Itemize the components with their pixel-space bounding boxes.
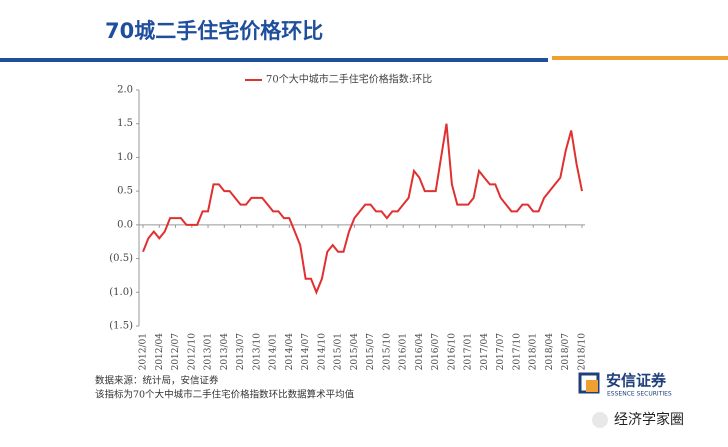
legend-label: 70个大中城市二手住宅价格指数:环比 [266,73,432,86]
chart-title: 70城二手住宅价格环比 [105,19,323,43]
y-tick-label: 1.0 [117,152,133,163]
x-tick-label: 2018/10 [578,333,588,371]
definition-note: 该指标为70个大中城市二手住宅价格指数环比数据算术平均值 [95,389,355,401]
x-tick-label: 2013/07 [236,333,246,371]
x-tick-label: 2017/01 [464,333,474,370]
x-tick-label: 2012/01 [139,333,149,370]
x-tick-label: 2017/10 [512,333,522,371]
x-tick-label: 2018/04 [545,333,555,371]
header-accent [552,56,728,60]
x-tick-label: 2015/01 [334,333,344,370]
x-tick-label: 2012/07 [171,333,181,371]
x-tick-label: 2016/10 [447,333,457,371]
y-tick-label: (0.5) [109,253,133,264]
x-tick-label: 2018/01 [529,333,539,370]
x-tick-label: 2013/04 [220,333,230,371]
x-tick-label: 2016/04 [415,333,425,371]
header-bar [0,58,548,62]
x-tick-label: 2017/04 [480,333,490,371]
x-tick-label: 2014/07 [301,333,311,371]
x-tick-label: 2013/01 [204,333,214,370]
y-tick-label: (1.5) [109,321,133,332]
x-tick-label: 2014/10 [317,333,327,371]
x-tick-label: 2014/04 [285,333,295,371]
x-tick-label: 2016/01 [399,333,409,370]
series-line [142,123,583,295]
x-tick-label: 2012/04 [155,333,165,371]
x-tick-label: 2015/04 [350,333,360,371]
logo-name: 安信证券 [606,372,667,390]
watermark: 经济学家圈 [614,411,684,428]
x-tick-label: 2013/10 [252,333,262,371]
y-tick-label: 0.5 [117,186,133,197]
watermark-icon [592,412,608,428]
x-tick-label: 2014/01 [269,333,279,370]
logo-icon [578,372,600,394]
x-tick-label: 2018/07 [561,333,571,371]
y-tick-label: 2.0 [117,85,133,96]
x-tick-label: 2015/07 [366,333,376,371]
x-tick-label: 2016/07 [431,333,441,371]
y-tick-label: 1.5 [117,118,133,129]
y-tick-label: 0.0 [117,219,133,230]
x-tick-label: 2012/10 [187,333,197,371]
x-tick-label: 2015/10 [382,333,392,371]
logo-subtitle: ESSENCE SECURITIES [607,391,672,398]
y-tick-label: (1.0) [109,287,133,298]
source-note: 数据来源：统计局，安信证券 [95,375,219,387]
x-tick-label: 2017/07 [496,333,506,371]
